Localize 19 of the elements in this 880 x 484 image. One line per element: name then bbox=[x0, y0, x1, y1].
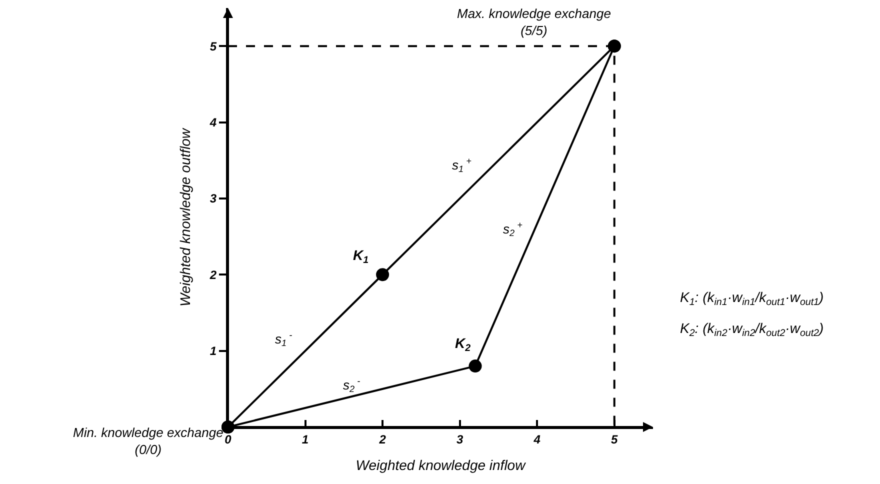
y-tick-label: 5 bbox=[210, 39, 217, 54]
x-tick-label: 2 bbox=[378, 432, 386, 446]
x-axis-title: Weighted knowledge inflow bbox=[356, 457, 526, 474]
x-tick-label: 4 bbox=[532, 432, 541, 446]
annotation: Max. knowledge exchange (5/5) bbox=[457, 6, 611, 38]
annotation: K$_{1}$ bbox=[353, 247, 369, 266]
annotation: K$_{2}$ bbox=[455, 335, 472, 354]
y-axis-title: Weighted knowledge outflow bbox=[177, 128, 194, 306]
text: K$_{1}$: (k$_{in1}$·w$_{in1}$/k$_{out1}$·w$_{out1}$) bbox=[680, 289, 824, 308]
x-tick-label: 3 bbox=[456, 432, 464, 446]
x-tick-label: 0 bbox=[224, 432, 232, 446]
y-tick-label: 4 bbox=[208, 115, 217, 130]
y-tick-label: 2 bbox=[208, 268, 217, 282]
annotation: Min. knowledge exchange (0/0) bbox=[73, 425, 224, 457]
y-tick-label: 3 bbox=[210, 192, 217, 206]
text: K$_{2}$: (k$_{in2}$·w$_{in2}$/k$_{out2}$·w$_{out2}$) bbox=[680, 320, 824, 339]
x-tick-label: 5 bbox=[611, 432, 618, 446]
y-tick-label: 1 bbox=[210, 344, 217, 358]
x-tick-label: 1 bbox=[302, 432, 309, 446]
